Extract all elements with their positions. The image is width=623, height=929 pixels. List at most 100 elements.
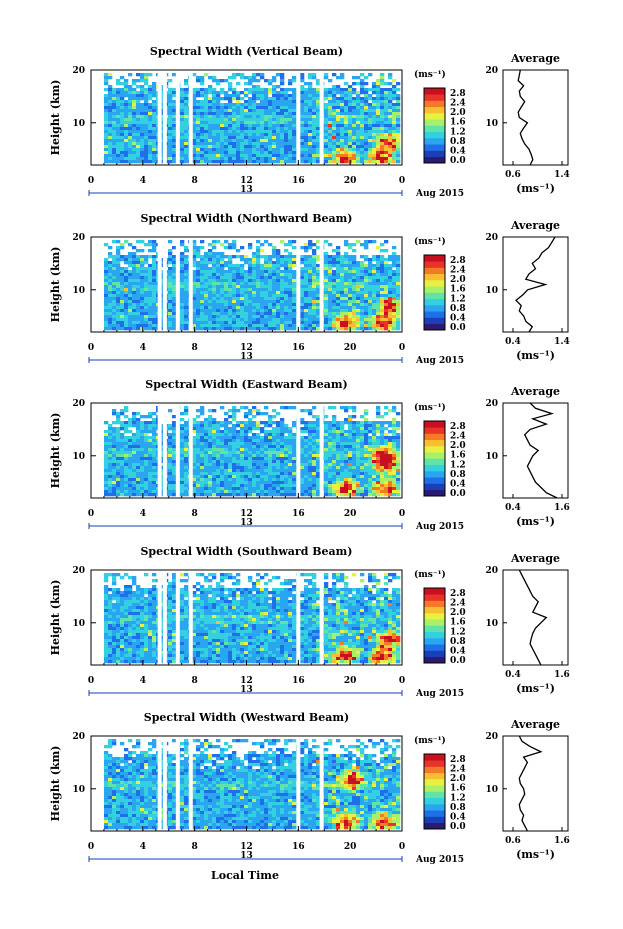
heatmap-cell: [364, 276, 369, 280]
heatmap-cell: [332, 321, 337, 325]
heatmap-cell: [300, 109, 305, 113]
heatmap-cell: [232, 130, 237, 134]
heatmap-cell: [228, 258, 233, 262]
heatmap-cell: [228, 261, 233, 265]
heatmap-cell: [160, 457, 165, 461]
heatmap-cell: [136, 430, 141, 434]
heatmap-cell: [152, 309, 157, 313]
heatmap-cell: [260, 276, 265, 280]
heatmap-cell: [384, 121, 389, 125]
heatmap-cell: [236, 490, 241, 494]
heatmap-cell: [384, 306, 389, 310]
heatmap-cell: [200, 327, 205, 331]
heatmap-cell: [128, 85, 133, 89]
heatmap-cell: [184, 472, 189, 476]
heatmap-cell: [316, 139, 321, 143]
heatmap-cell: [316, 133, 321, 137]
heatmap-cell: [204, 145, 209, 149]
heatmap-cell: [124, 475, 129, 479]
heatmap-cell: [236, 142, 241, 146]
heatmap-cell: [360, 112, 365, 116]
heatmap-cell: [360, 97, 365, 101]
heatmap-cell: [308, 139, 313, 143]
heatmap-cell: [280, 279, 285, 283]
heatmap-cell: [204, 151, 209, 155]
heatmap-cell: [200, 288, 205, 292]
heatmap-cell: [208, 133, 213, 137]
heatmap-cell: [104, 97, 109, 101]
heatmap-cell: [272, 276, 277, 280]
heatmap-cell: [184, 106, 189, 110]
heatmap-cell: [364, 321, 369, 325]
heatmap-cell: [304, 103, 309, 107]
heatmap-cell: [348, 139, 353, 143]
heatmap-cell: [228, 469, 233, 473]
heatmap-cell: [220, 457, 225, 461]
heatmap-cell: [232, 109, 237, 113]
colorbar-segment: [424, 119, 445, 126]
heatmap-cell: [104, 327, 109, 331]
heatmap-cell: [260, 97, 265, 101]
heatmap-cell: [308, 303, 313, 307]
heatmap-cell: [132, 160, 137, 164]
heatmap-cell: [364, 243, 369, 247]
heatmap-cell: [364, 100, 369, 104]
heatmap-cell: [392, 306, 397, 310]
heatmap-cell: [252, 124, 257, 128]
heatmap-cell: [364, 294, 369, 298]
heatmap-cell: [280, 106, 285, 110]
heatmap-cell: [392, 112, 397, 116]
heatmap-cell: [128, 478, 133, 482]
heatmap-cell: [364, 312, 369, 316]
heatmap-cell: [212, 106, 217, 110]
heatmap-cell: [324, 121, 329, 125]
heatmap-cell: [240, 436, 245, 440]
heatmap-cell: [292, 288, 297, 292]
heatmap-cell: [272, 142, 277, 146]
heatmap-cell: [184, 121, 189, 125]
heatmap-cell: [180, 115, 185, 119]
heatmap-cell: [204, 493, 209, 497]
heatmap-cell: [304, 288, 309, 292]
heatmap-cell: [236, 430, 241, 434]
heatmap-cell: [276, 127, 281, 131]
heatmap-cell: [396, 294, 401, 298]
heatmap-cell: [152, 436, 157, 440]
heatmap-cell: [396, 94, 401, 98]
heatmap-cell: [248, 100, 253, 104]
heatmap-cell: [108, 112, 113, 116]
heatmap-cell: [124, 312, 129, 316]
heatmap-cell: [180, 457, 185, 461]
heatmap-cell: [212, 484, 217, 488]
heatmap-cell: [160, 312, 165, 316]
heatmap-cell: [240, 430, 245, 434]
heatmap-cell: [308, 112, 313, 116]
heatmap-cell: [112, 321, 117, 325]
colorbar-segment: [424, 267, 445, 275]
heatmap-cell: [256, 282, 261, 286]
heatmap-cell: [232, 463, 237, 467]
heatmap-cell: [196, 463, 201, 467]
heatmap-cell: [220, 270, 225, 274]
heatmap-cell: [364, 315, 369, 319]
heatmap-cell: [276, 121, 281, 125]
heatmap-cell: [196, 154, 201, 158]
heatmap-cell: [272, 324, 277, 328]
heatmap-cell: [120, 115, 125, 119]
heatmap-cell: [280, 312, 285, 316]
heatmap-cell: [300, 294, 305, 298]
heatmap-cell: [348, 282, 353, 286]
heatmap-cell: [152, 160, 157, 164]
heatmap-cell: [140, 273, 145, 277]
heatmap-cell: [248, 136, 253, 140]
heatmap-cell: [372, 106, 377, 110]
heatmap-cell: [244, 276, 249, 280]
heatmap-cell: [124, 151, 129, 155]
heatmap-cell: [200, 154, 205, 158]
heatmap-cell: [368, 109, 373, 113]
heatmap-cell: [172, 324, 177, 328]
heatmap-cell: [376, 112, 381, 116]
heatmap-cell: [144, 106, 149, 110]
heatmap-cell: [300, 133, 305, 137]
heatmap-cell: [324, 264, 329, 268]
